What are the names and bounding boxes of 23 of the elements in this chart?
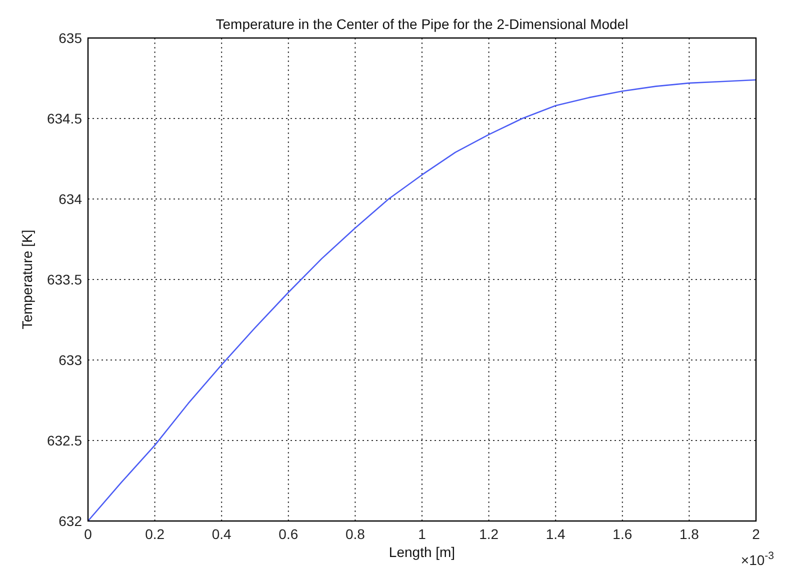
x-tick-label: 0.6 [278, 526, 298, 542]
text: ×10$^{-3}$ [740, 550, 774, 568]
y-tick-label: 635 [58, 30, 82, 46]
x-axis-title: Length [m] [388, 544, 456, 560]
y-tick-label: 634 [58, 191, 82, 207]
x-tick-label: 2 [752, 526, 760, 542]
x-tick-label: 0.4 [212, 526, 232, 542]
y-tick-label: 633.5 [46, 272, 82, 288]
x-tick-label: 0 [84, 526, 92, 542]
x-tick-label: 1.8 [679, 526, 700, 542]
y-tick-label: 633 [58, 352, 82, 368]
chart-title: Temperature in the Center of the Pipe for the 2-Dimensional Model [216, 16, 628, 32]
x-tick-label: 1.2 [479, 526, 499, 542]
y-tick-label: 634.5 [46, 110, 82, 126]
x-tick-label: 1 [418, 526, 426, 542]
line-series [87, 79, 757, 522]
x-tick-label: 0.2 [145, 526, 165, 542]
x-tick-label: 1.4 [546, 526, 566, 542]
y-tick-label: 632 [58, 513, 82, 529]
x-tick-label: 1.6 [612, 526, 632, 542]
y-tick-label: 632.5 [46, 432, 82, 448]
y-axis-title: Temperature [K] [19, 230, 35, 330]
x-tick-label: 0.8 [345, 526, 366, 542]
